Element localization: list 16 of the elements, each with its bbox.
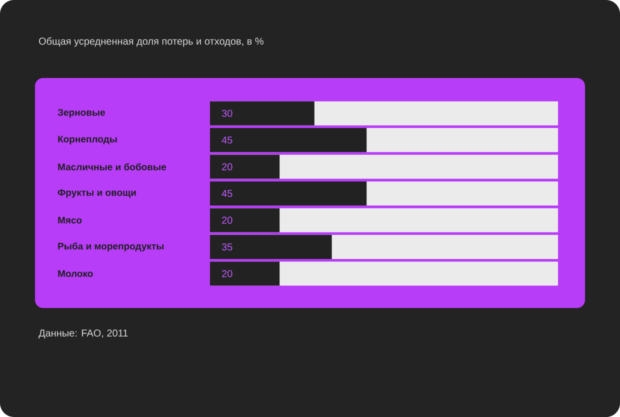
data-label: 35 [222,243,232,250]
data-label: 20 [222,216,232,224]
data-label: 20 [222,270,232,278]
text: Данные: FAO, 2011 [38,330,128,338]
y-tick-label: Фрукты и овощи [58,189,136,198]
data-label: 45 [222,190,232,197]
chart-title: Общая усредненная доля потерь и отходов, в % [39,37,264,47]
y-tick-label: Мясо [58,216,82,224]
y-tick-label: Зерновые [58,109,106,118]
data-label: 20 [222,163,232,170]
y-tick-label: Масличные и бобовые [58,163,166,170]
y-tick-label: Рыба и морепродукты [58,242,164,252]
data-label: 45 [222,136,232,144]
data-label: 30 [222,110,232,117]
y-tick-label: Молоко [58,270,93,277]
y-tick-label: Корнеплоды [58,136,117,144]
